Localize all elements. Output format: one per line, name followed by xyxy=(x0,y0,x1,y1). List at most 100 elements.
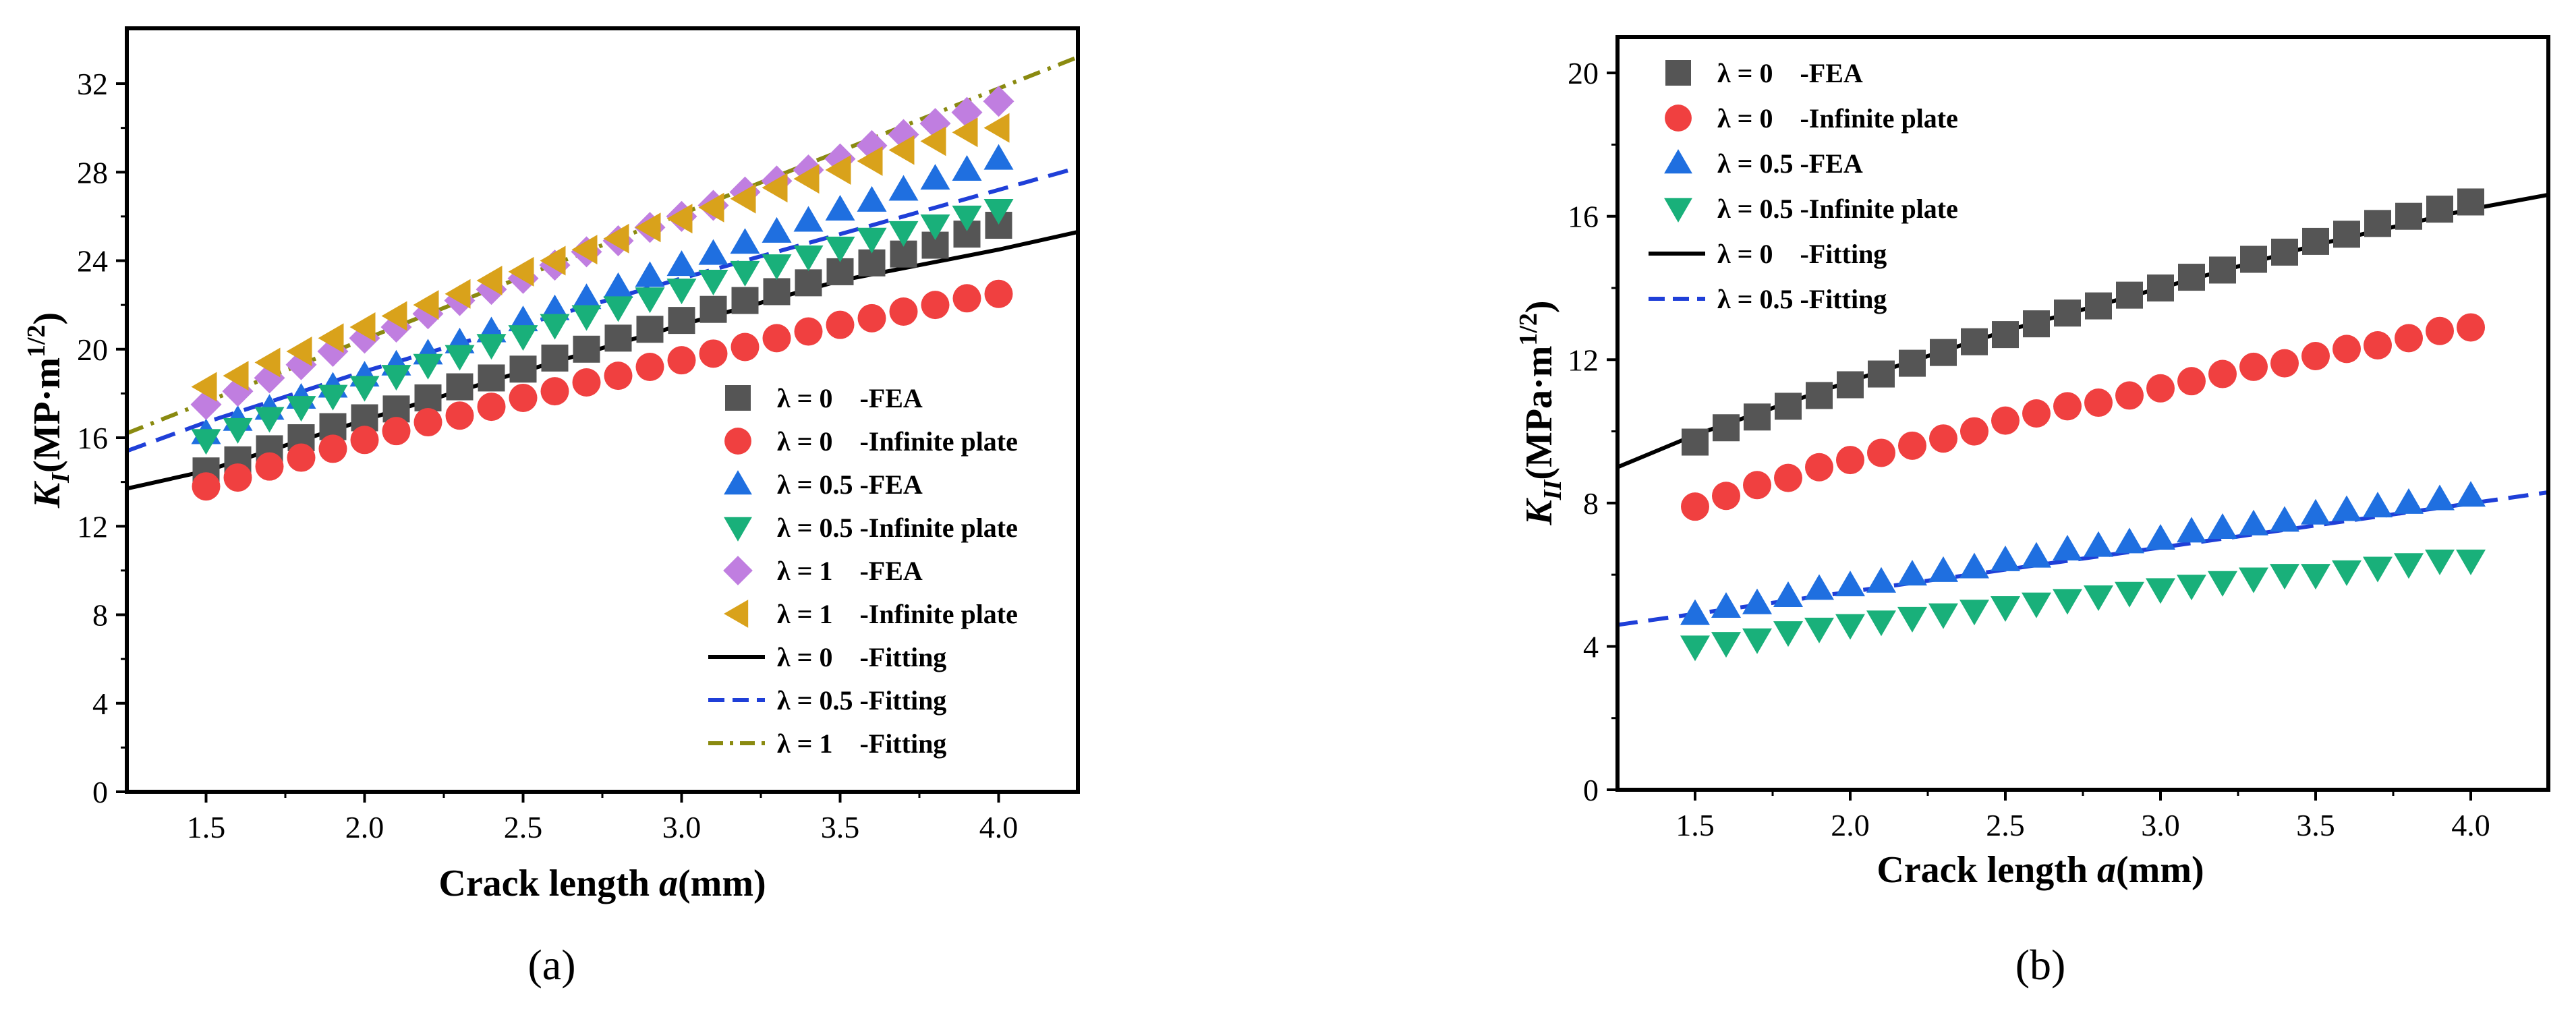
data-point-triangle-down xyxy=(666,279,697,305)
legend-label: λ = 0 -Fitting xyxy=(1717,239,1887,269)
data-point-circle xyxy=(2053,392,2082,421)
y-tick-label: 12 xyxy=(1568,343,1599,377)
data-point-triangle-up xyxy=(2332,495,2362,521)
data-point-triangle-down xyxy=(445,345,475,371)
data-point-square xyxy=(1930,339,1957,366)
x-axis-label-b: Crack length a(mm) xyxy=(1877,849,2204,891)
data-point-circle xyxy=(1743,471,1771,500)
x-axis-label-var: a xyxy=(659,863,678,904)
legend-label: λ = 0.5 -FEA xyxy=(1717,148,1863,179)
data-point-circle xyxy=(509,383,538,412)
data-point-triangle-up xyxy=(888,175,919,201)
data-point-triangle-up xyxy=(2456,481,2486,507)
data-point-square xyxy=(1868,360,1895,388)
legend-label: λ = 0.5 -Infinite plate xyxy=(1717,194,1958,224)
data-point-triangle-up xyxy=(983,144,1014,170)
legend-marker-circle xyxy=(1665,105,1692,132)
data-point-square xyxy=(2178,264,2205,291)
data-point-triangle-down xyxy=(1804,617,1834,643)
data-point-triangle-down xyxy=(2270,564,2299,590)
data-point-square xyxy=(1961,328,1988,355)
data-point-square xyxy=(2116,281,2143,309)
y-tick-label: 20 xyxy=(77,332,108,367)
data-point-circle xyxy=(2301,341,2330,370)
data-point-triangle-up xyxy=(2425,484,2455,511)
data-point-circle xyxy=(2395,324,2423,353)
data-point-triangle-down xyxy=(2146,578,2175,604)
data-point-triangle-up xyxy=(2363,492,2393,518)
data-point-circle xyxy=(889,297,918,326)
data-point-triangle-down xyxy=(793,245,824,271)
y-tick-label: 32 xyxy=(77,67,108,101)
data-point-triangle-up xyxy=(2022,542,2051,568)
data-point-triangle-down xyxy=(730,260,760,287)
legend-label: λ = 0 -Fitting xyxy=(777,642,946,672)
data-point-triangle-up xyxy=(730,228,760,254)
data-point-triangle-down xyxy=(952,205,982,231)
data-point-square xyxy=(795,269,822,297)
data-point-circle xyxy=(667,346,696,375)
data-point-circle xyxy=(2115,381,2144,410)
data-point-triangle-down xyxy=(920,214,950,241)
legend-marker-circle xyxy=(724,428,751,455)
y-tick-label: 12 xyxy=(77,509,108,544)
x-tick-label: 2.0 xyxy=(345,810,384,844)
y-axis-label-k: K xyxy=(26,480,68,509)
data-point-square xyxy=(414,384,442,411)
data-point-triangle-down xyxy=(286,396,316,422)
data-point-circle xyxy=(445,401,474,430)
axis-ticks-b: 1.5 2.0 2.5 3.0 3.5 4.0 0 4 8 12 16 20 xyxy=(1568,56,2490,842)
data-point-triangle-down xyxy=(1742,628,1772,654)
plot-area-b xyxy=(1618,188,2548,662)
data-point-square xyxy=(1992,321,2019,349)
data-point-square xyxy=(509,355,537,383)
y-axis-label-sub: II xyxy=(1539,479,1567,500)
data-point-triangle-left xyxy=(476,266,503,296)
data-point-triangle-down xyxy=(2394,553,2424,579)
data-point-triangle-up xyxy=(635,261,665,287)
data-point-triangle-left xyxy=(825,154,851,185)
data-point-triangle-up xyxy=(666,250,697,277)
x-tick-label: 3.5 xyxy=(821,810,860,844)
data-point-triangle-down xyxy=(508,325,538,351)
data-point-square xyxy=(2426,196,2453,223)
data-point-triangle-down xyxy=(762,254,792,281)
y-axis-label-unit: (MPa·m xyxy=(1518,346,1560,480)
data-point-triangle-left xyxy=(762,173,788,203)
data-point-square xyxy=(763,278,791,306)
data-point-triangle-down xyxy=(2053,589,2082,615)
data-point-triangle-up xyxy=(508,306,538,332)
legend-label: λ = 0 -Infinite plate xyxy=(777,426,1018,457)
data-point-square xyxy=(2333,221,2360,248)
data-point-triangle-down xyxy=(540,314,570,340)
data-point-triangle-down xyxy=(1711,632,1741,658)
data-point-triangle-up xyxy=(2394,488,2424,514)
y-axis-label-sup: 1/2 xyxy=(22,324,51,357)
legend-b: λ = 0 -FEA λ = 0 -Infinite plate λ = 0.5 -… xyxy=(1649,58,1958,314)
y-tick-label: 20 xyxy=(1568,56,1599,90)
data-point-square xyxy=(858,249,886,277)
data-point-triangle-down xyxy=(2363,556,2393,583)
data-point-circle xyxy=(1929,424,1957,453)
data-point-triangle-up xyxy=(2146,524,2175,550)
data-point-triangle-left xyxy=(666,204,693,234)
data-point-circle xyxy=(2332,335,2361,364)
data-point-circle xyxy=(382,417,411,446)
data-point-square xyxy=(2209,256,2236,284)
legend-label: λ = 0.5 -FEA xyxy=(777,469,923,500)
data-point-triangle-up xyxy=(2177,517,2206,543)
data-point-triangle-up xyxy=(1804,574,1834,600)
data-point-circle xyxy=(2364,331,2392,360)
y-tick-label: 0 xyxy=(1583,773,1599,807)
data-point-triangle-up xyxy=(2084,531,2113,557)
x-axis-label-text: Crack length xyxy=(438,863,659,904)
data-point-circle xyxy=(2022,399,2051,428)
y-tick-label: 16 xyxy=(77,421,108,455)
data-point-triangle-left xyxy=(413,290,439,320)
legend-a: λ = 0 -FEA λ = 0 -Infinite plate λ = 0.5 -… xyxy=(708,383,1018,759)
data-point-triangle-up xyxy=(2270,506,2299,532)
data-point-triangle-down xyxy=(2332,560,2362,586)
data-point-circle xyxy=(2426,316,2454,345)
